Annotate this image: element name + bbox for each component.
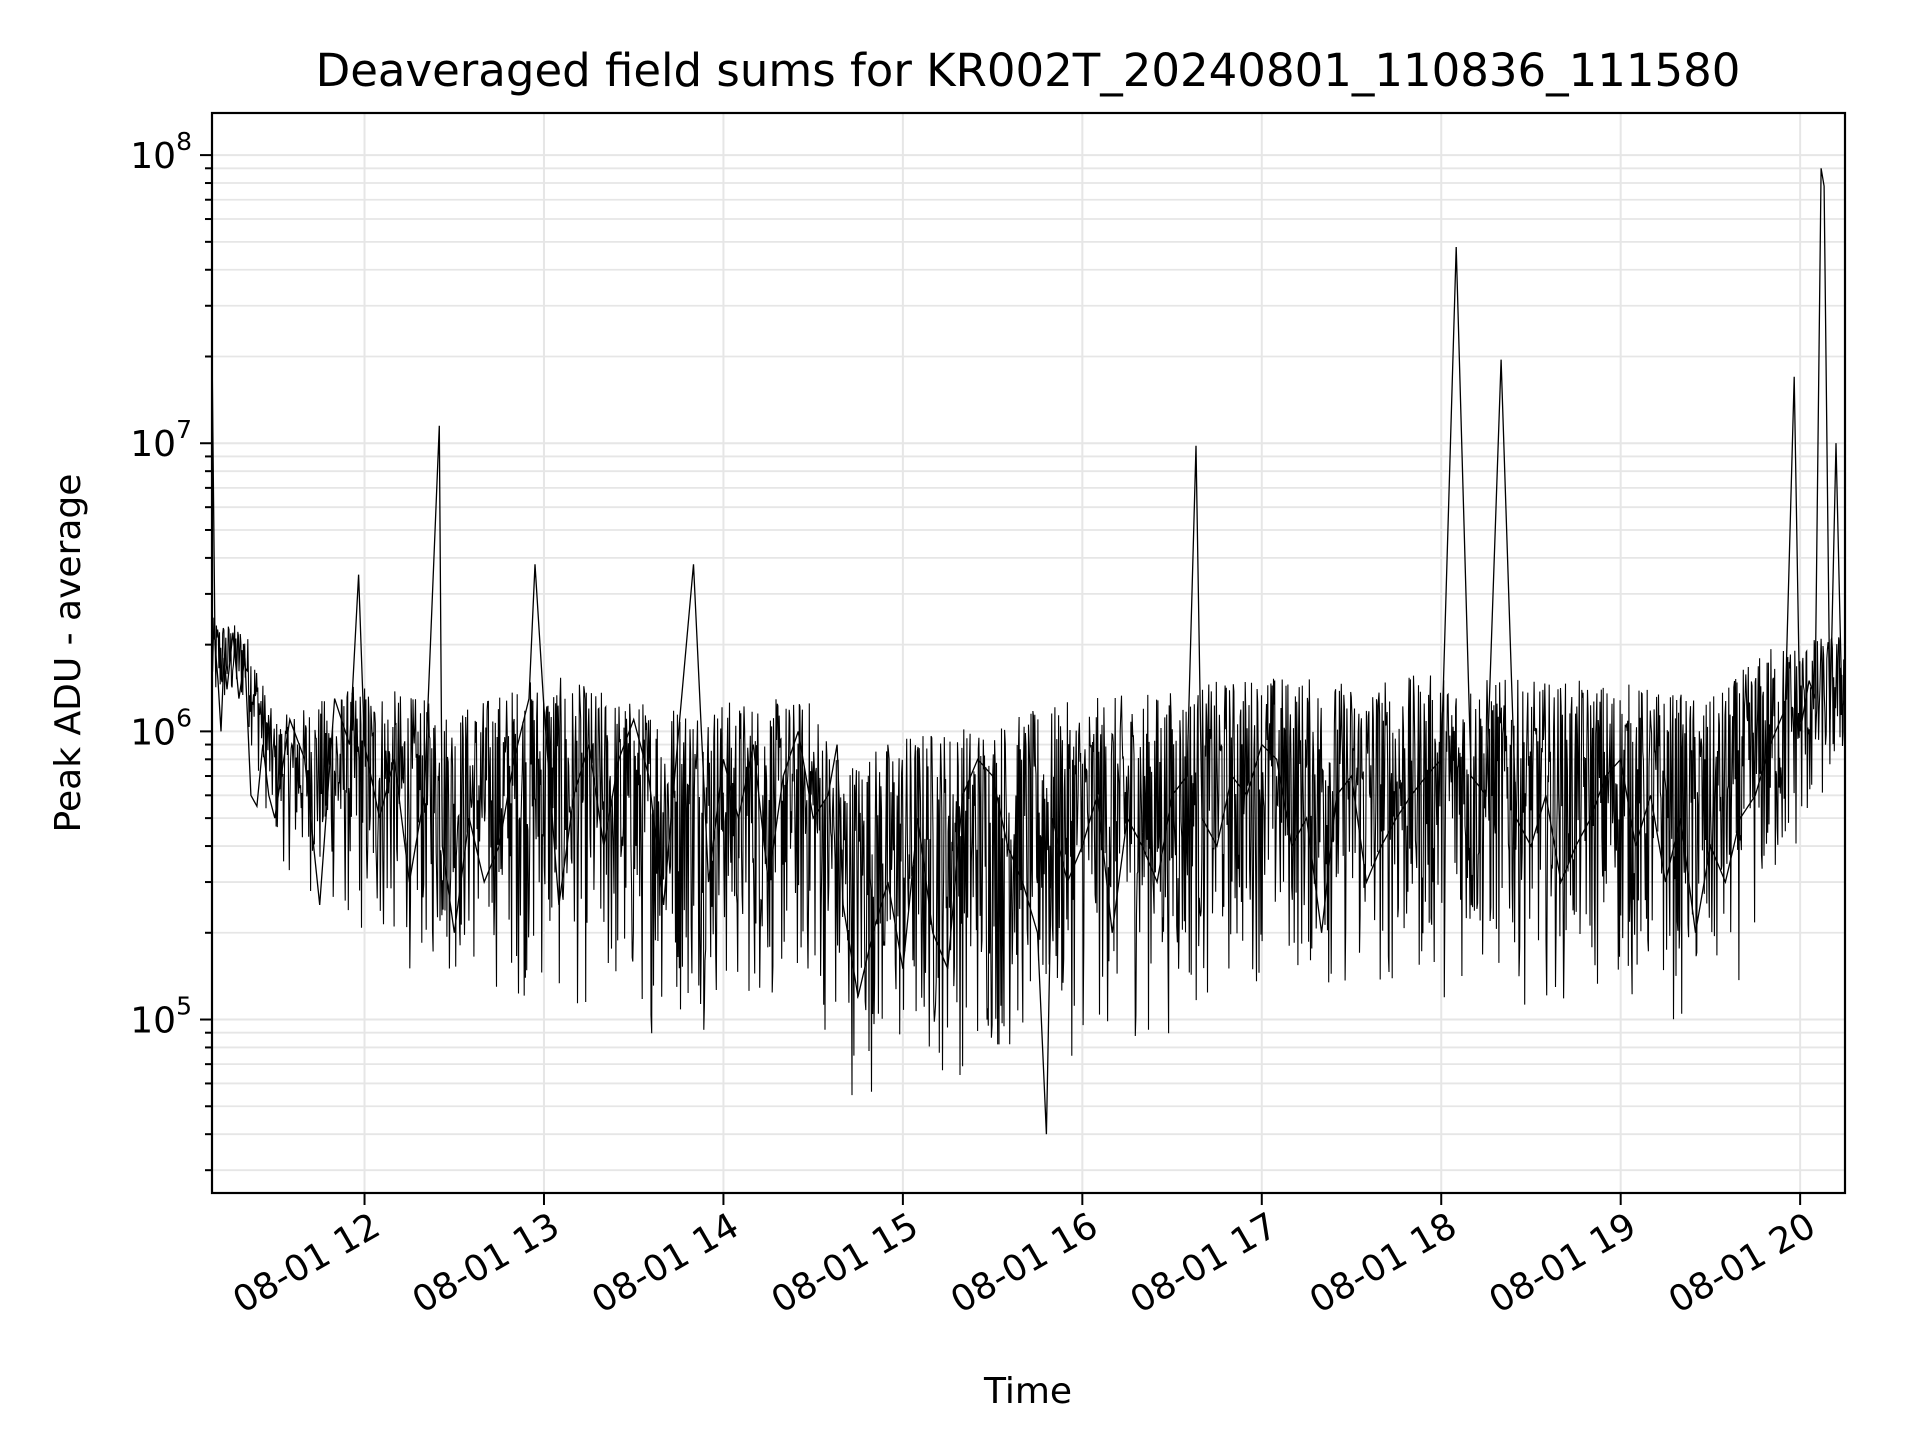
chart-title: Deaveraged field sums for KR002T_2024080… [316, 44, 1741, 97]
series-area [211, 168, 1846, 1135]
series-line [211, 168, 1846, 1135]
y-tick-label: 105 [130, 992, 192, 1042]
plot-frame [210, 111, 1847, 1195]
y-tick-label: 107 [130, 415, 192, 465]
y-tick-label: 108 [130, 127, 192, 177]
y-tick-label: 106 [130, 703, 192, 753]
y-axis: 105 106 107 108 [130, 127, 212, 1172]
x-axis-label: Time [983, 1371, 1072, 1412]
y-axis-label: Peak ADU - average [48, 474, 89, 833]
series-noise-trace [211, 617, 1846, 1096]
